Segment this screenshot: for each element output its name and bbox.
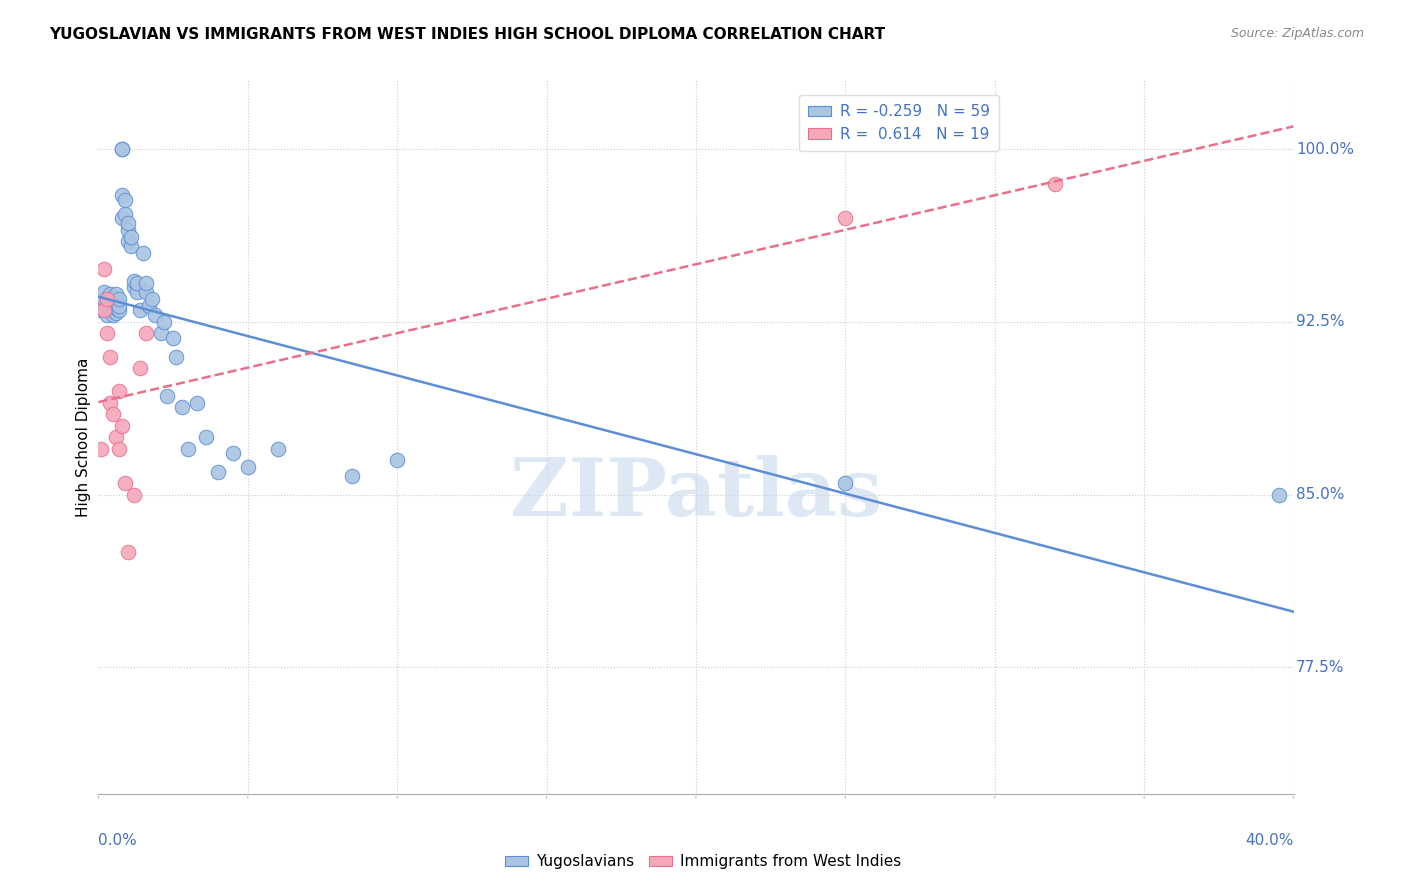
Point: [186, 395, 208, 409]
Point: [127, 276, 149, 290]
Text: 92.5%: 92.5%: [1296, 315, 1344, 329]
Text: 100.0%: 100.0%: [1296, 142, 1354, 157]
Point: [117, 216, 139, 230]
Point: [834, 211, 856, 226]
Point: [105, 430, 128, 444]
Point: [105, 301, 128, 315]
Point: [96, 326, 118, 341]
Point: [111, 188, 134, 202]
Point: [108, 442, 131, 456]
Point: [90, 442, 112, 456]
Point: [141, 292, 163, 306]
Point: [143, 308, 166, 322]
Text: 77.5%: 77.5%: [1296, 660, 1344, 674]
Point: [195, 430, 218, 444]
Point: [124, 274, 146, 288]
Point: [127, 285, 149, 299]
Point: [108, 303, 131, 318]
Point: [103, 308, 125, 322]
Text: 85.0%: 85.0%: [1296, 487, 1344, 502]
Point: [105, 287, 128, 301]
Point: [120, 229, 142, 244]
Point: [129, 361, 152, 376]
Point: [124, 280, 146, 294]
Text: Source: ZipAtlas.com: Source: ZipAtlas.com: [1230, 27, 1364, 40]
Point: [96, 292, 118, 306]
Point: [162, 331, 184, 345]
Point: [236, 460, 259, 475]
Point: [111, 142, 134, 156]
Point: [165, 350, 187, 364]
Point: [153, 315, 176, 329]
Point: [117, 235, 139, 249]
Point: [98, 296, 122, 310]
Point: [108, 292, 131, 306]
Point: [222, 446, 245, 460]
Text: ZIPatlas: ZIPatlas: [510, 455, 882, 533]
Point: [124, 488, 146, 502]
Point: [108, 299, 131, 313]
Point: [111, 211, 134, 226]
Point: [114, 476, 136, 491]
Point: [105, 294, 128, 309]
Point: [177, 442, 200, 456]
Point: [120, 239, 142, 253]
Y-axis label: High School Diploma: High School Diploma: [76, 358, 91, 516]
Point: [342, 469, 364, 483]
Point: [103, 303, 125, 318]
Point: [132, 246, 155, 260]
Legend: Yugoslavians, Immigrants from West Indies: Yugoslavians, Immigrants from West Indie…: [499, 848, 907, 875]
Point: [98, 303, 122, 318]
Point: [111, 418, 134, 433]
Point: [117, 545, 139, 559]
Point: [267, 442, 290, 456]
Point: [108, 384, 131, 398]
Point: [129, 303, 152, 318]
Point: [96, 299, 118, 313]
Point: [135, 276, 157, 290]
Point: [135, 285, 157, 299]
Point: [103, 290, 125, 304]
Point: [385, 453, 409, 467]
Point: [114, 207, 136, 221]
Point: [98, 395, 122, 409]
Text: 40.0%: 40.0%: [1246, 833, 1294, 848]
Point: [93, 285, 115, 299]
Point: [172, 400, 194, 414]
Point: [98, 350, 122, 364]
Point: [90, 303, 112, 318]
Point: [1267, 488, 1289, 502]
Text: 0.0%: 0.0%: [98, 833, 138, 848]
Point: [93, 262, 115, 277]
Point: [138, 299, 160, 313]
Point: [135, 326, 157, 341]
Point: [96, 292, 118, 306]
Point: [834, 476, 856, 491]
Point: [96, 308, 118, 322]
Point: [98, 287, 122, 301]
Point: [156, 389, 179, 403]
Point: [103, 407, 125, 421]
Text: YUGOSLAVIAN VS IMMIGRANTS FROM WEST INDIES HIGH SCHOOL DIPLOMA CORRELATION CHART: YUGOSLAVIAN VS IMMIGRANTS FROM WEST INDI…: [49, 27, 886, 42]
Legend: R = -0.259   N = 59, R =  0.614   N = 19: R = -0.259 N = 59, R = 0.614 N = 19: [799, 95, 1000, 151]
Point: [1043, 177, 1066, 191]
Point: [117, 223, 139, 237]
Point: [150, 326, 173, 341]
Point: [93, 303, 115, 318]
Point: [93, 292, 115, 306]
Point: [114, 193, 136, 207]
Point: [207, 465, 229, 479]
Point: [105, 306, 128, 320]
Point: [111, 142, 134, 156]
Point: [103, 296, 125, 310]
